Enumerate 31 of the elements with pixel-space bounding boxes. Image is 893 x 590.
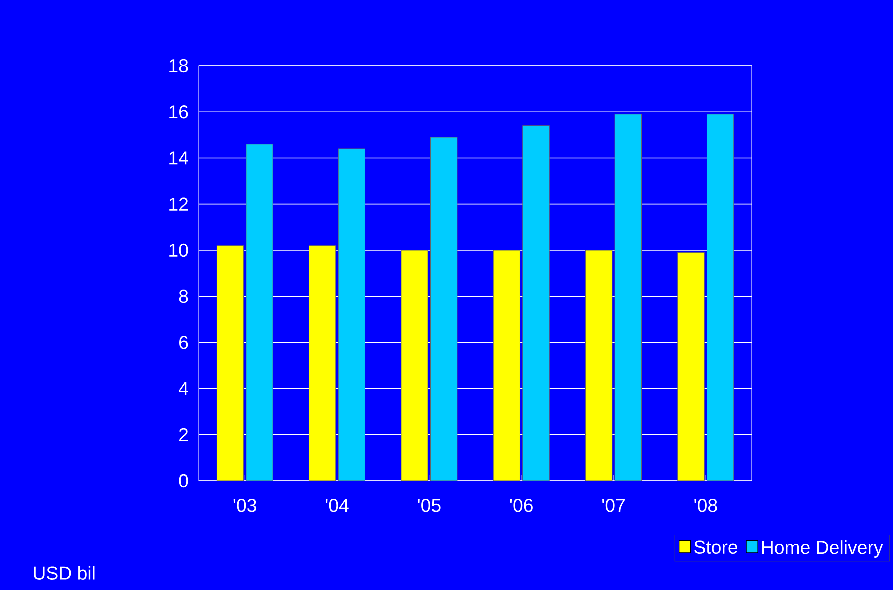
x-tick-label: '08 xyxy=(694,499,718,512)
bar xyxy=(493,250,521,481)
bar xyxy=(246,144,274,481)
x-tick-label: '07 xyxy=(602,499,625,512)
x-tick-label: '06 xyxy=(510,499,533,512)
y-tick-label: 10 xyxy=(170,244,188,258)
bar xyxy=(678,252,705,481)
bar xyxy=(585,250,613,481)
x-tick-label: '05 xyxy=(418,499,441,512)
bar xyxy=(401,250,428,481)
y-tick-label: 8 xyxy=(179,290,188,304)
bar xyxy=(308,246,336,481)
bar xyxy=(522,126,550,481)
x-tick-label: '04 xyxy=(326,499,349,512)
y-tick-label: 12 xyxy=(170,198,188,211)
legend-label: Home Delivery xyxy=(762,540,884,558)
bar xyxy=(706,114,734,481)
y-tick-label: 14 xyxy=(170,152,188,165)
y-tick-label: 4 xyxy=(178,382,188,396)
legend-label: Store xyxy=(694,540,738,554)
bar xyxy=(216,246,244,481)
text: USD bil xyxy=(34,566,95,580)
bar xyxy=(430,137,458,481)
x-tick-label: '03 xyxy=(234,499,256,512)
y-tick-label: 18 xyxy=(170,59,188,73)
bar xyxy=(614,114,642,481)
y-tick-label: 6 xyxy=(180,336,188,350)
bar xyxy=(338,148,366,481)
y-tick-label: 2 xyxy=(180,428,188,442)
y-tick-label: 16 xyxy=(170,105,188,119)
y-tick-label: 0 xyxy=(179,474,188,488)
